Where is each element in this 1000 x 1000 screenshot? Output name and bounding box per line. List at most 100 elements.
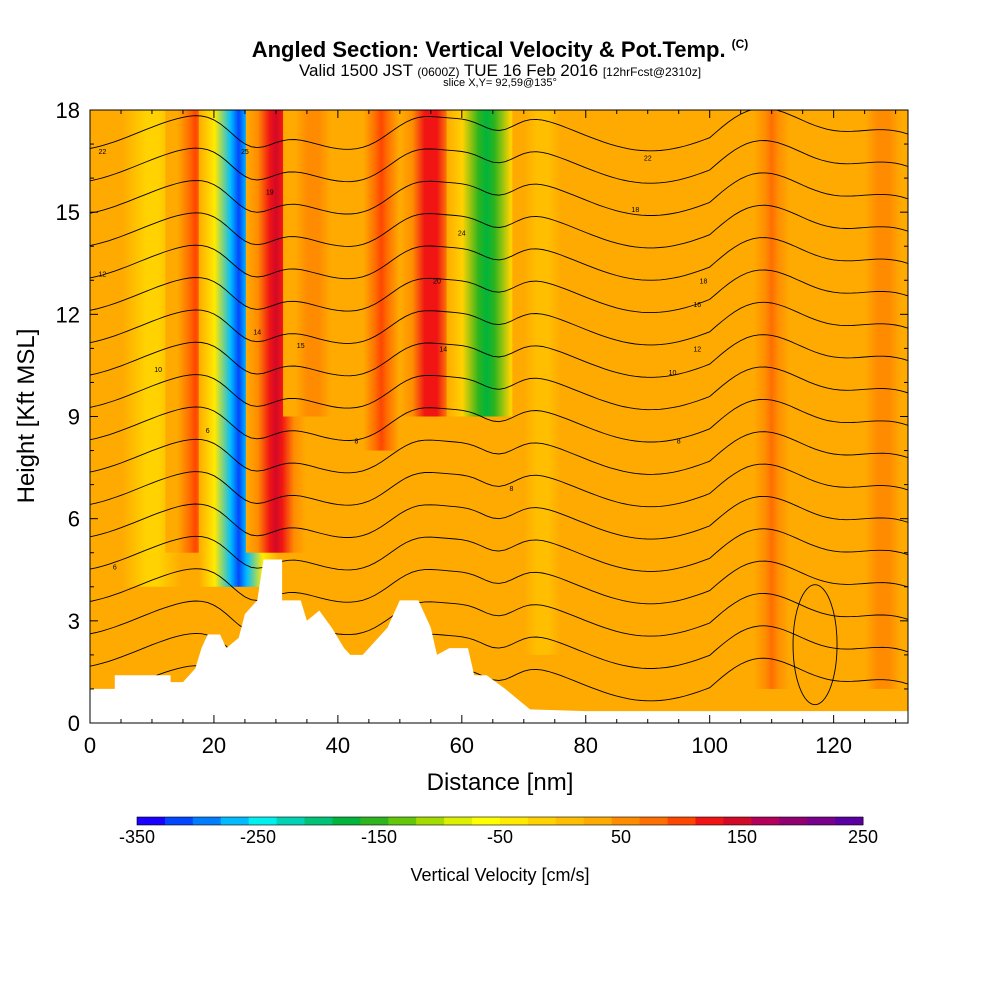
isentrope-line bbox=[90, 110, 908, 152]
y-axis-label: Height [Kft MSL] bbox=[13, 329, 40, 504]
chart-title-text: Angled Section: Vertical Velocity & Pot.… bbox=[251, 37, 726, 62]
contour-label: 24 bbox=[458, 231, 466, 238]
colorbar-swatch bbox=[220, 817, 250, 825]
colorbar-swatch bbox=[611, 817, 641, 825]
contour-label: 12 bbox=[693, 346, 701, 353]
colorbar-tick-label: -150 bbox=[361, 827, 397, 847]
velocity-field bbox=[90, 110, 908, 723]
isentrope-line bbox=[90, 625, 908, 669]
slice-label: slice X,Y= 92,59@135° bbox=[443, 77, 557, 89]
contour-label: 20 bbox=[433, 278, 441, 285]
colorbar-swatch bbox=[667, 817, 696, 825]
contour-label: 14 bbox=[253, 329, 261, 336]
potential-temperature-contours: 6 6 8 8 8 10 10 12 12 14 14 15 16 18 18 19 20 22 22 24 25 bbox=[90, 110, 908, 706]
colorbar-swatch bbox=[695, 817, 724, 825]
colorbar-swatch bbox=[137, 817, 166, 825]
y-tick-label: 6 bbox=[68, 507, 80, 532]
contour-label: 10 bbox=[669, 370, 677, 377]
terrain-mask bbox=[90, 559, 908, 723]
isentrope-line bbox=[90, 269, 908, 314]
colorbar-swatch bbox=[807, 817, 836, 825]
contour-label: 19 bbox=[266, 190, 274, 197]
colorbar-swatch bbox=[416, 817, 445, 825]
colorbar-swatch bbox=[276, 817, 306, 825]
contour-label: 8 bbox=[509, 486, 513, 493]
isentrope-line bbox=[90, 334, 908, 378]
colorbar-swatch bbox=[192, 817, 222, 825]
forecast-label: [12hrFcst@2310z] bbox=[602, 65, 702, 79]
contour-label: 16 bbox=[693, 302, 701, 309]
y-tick-label: 15 bbox=[56, 200, 80, 225]
colorbar-swatch bbox=[472, 817, 501, 825]
colorbar-tick-label: 150 bbox=[727, 827, 757, 847]
colorbar-tick-label: -350 bbox=[119, 827, 155, 847]
colorbar-swatch bbox=[332, 817, 361, 825]
y-tick-label: 9 bbox=[68, 405, 80, 430]
valid-utc-label: (0600Z) bbox=[417, 65, 460, 79]
x-axis-label: Distance [nm] bbox=[427, 769, 574, 796]
isentrope-line bbox=[90, 528, 908, 572]
y-tick-label: 12 bbox=[56, 302, 80, 327]
y-tick-label: 0 bbox=[68, 711, 80, 736]
colorbar-swatch bbox=[583, 817, 613, 825]
colorbar-swatch bbox=[360, 817, 389, 825]
colorbar-tick-label: -50 bbox=[487, 827, 513, 847]
colorbar-swatch bbox=[388, 817, 417, 825]
colorbar-swatch bbox=[779, 817, 808, 825]
x-tick-label: 100 bbox=[691, 733, 728, 758]
contour-label: 15 bbox=[297, 343, 305, 350]
colorbar-label: Vertical Velocity [cm/s] bbox=[410, 865, 589, 885]
y-tick-label: 3 bbox=[68, 609, 80, 634]
colorbar-swatch bbox=[723, 817, 752, 825]
isentrope-line bbox=[90, 140, 908, 184]
isentrope-line bbox=[90, 463, 908, 508]
contour-label: 22 bbox=[644, 156, 652, 163]
closed-contour bbox=[792, 584, 838, 706]
valid-time-label: Valid 1500 JST bbox=[298, 61, 413, 80]
contour-label: 6 bbox=[206, 428, 210, 435]
contour-label: 22 bbox=[98, 149, 106, 156]
x-tick-label: 20 bbox=[202, 733, 226, 758]
colorbar-frame bbox=[136, 816, 864, 826]
colorbar-swatch bbox=[835, 817, 864, 825]
x-tick-label: 80 bbox=[574, 733, 598, 758]
contour-label: 18 bbox=[700, 278, 708, 285]
colorbar-tick-label: 50 bbox=[611, 827, 631, 847]
colorbar-swatch bbox=[444, 817, 473, 825]
isentrope-line bbox=[90, 398, 908, 443]
x-tick-label: 60 bbox=[450, 733, 474, 758]
isentrope-line bbox=[90, 366, 908, 411]
isentrope-line bbox=[90, 431, 908, 475]
contour-label: 8 bbox=[677, 438, 681, 445]
colorbar-swatch bbox=[248, 817, 278, 825]
colorbar-tick-label: -250 bbox=[240, 827, 276, 847]
colorbar-swatch bbox=[751, 817, 780, 825]
colorbar-swatch bbox=[555, 817, 585, 825]
contour-label: 10 bbox=[154, 367, 162, 374]
velocity-band bbox=[512, 110, 573, 655]
contour-label: 8 bbox=[355, 438, 359, 445]
x-tick-label: 0 bbox=[84, 733, 96, 758]
colorbar-swatch bbox=[639, 817, 669, 825]
isentrope-line bbox=[90, 204, 908, 249]
velocity-band bbox=[741, 110, 802, 689]
colorbar-tick-label: 250 bbox=[848, 827, 878, 847]
contour-label: 12 bbox=[98, 271, 106, 278]
x-tick-label: 120 bbox=[815, 733, 852, 758]
isentrope-line bbox=[90, 593, 908, 637]
chart-title: Angled Section: Vertical Velocity & Pot.… bbox=[0, 37, 1000, 63]
x-tick-label: 40 bbox=[326, 733, 350, 758]
isentrope-line bbox=[90, 301, 908, 346]
axes: 0 20 40 60 80 100 120 0 3 6 9 12 15 18 bbox=[56, 98, 908, 758]
valid-time-line: Valid 1500 JST (0600Z) TUE 16 Feb 2016 [… bbox=[0, 61, 1000, 81]
isentrope-line bbox=[90, 172, 908, 216]
contour-label: 18 bbox=[631, 207, 639, 214]
velocity-band bbox=[283, 110, 344, 417]
colorbar-swatch bbox=[527, 817, 557, 825]
colorbar-swatch bbox=[304, 817, 333, 825]
isentrope-line bbox=[90, 560, 908, 605]
contour-label: 6 bbox=[113, 564, 117, 571]
valid-date-label: TUE 16 Feb 2016 bbox=[463, 61, 599, 80]
y-tick-label: 18 bbox=[56, 98, 80, 123]
